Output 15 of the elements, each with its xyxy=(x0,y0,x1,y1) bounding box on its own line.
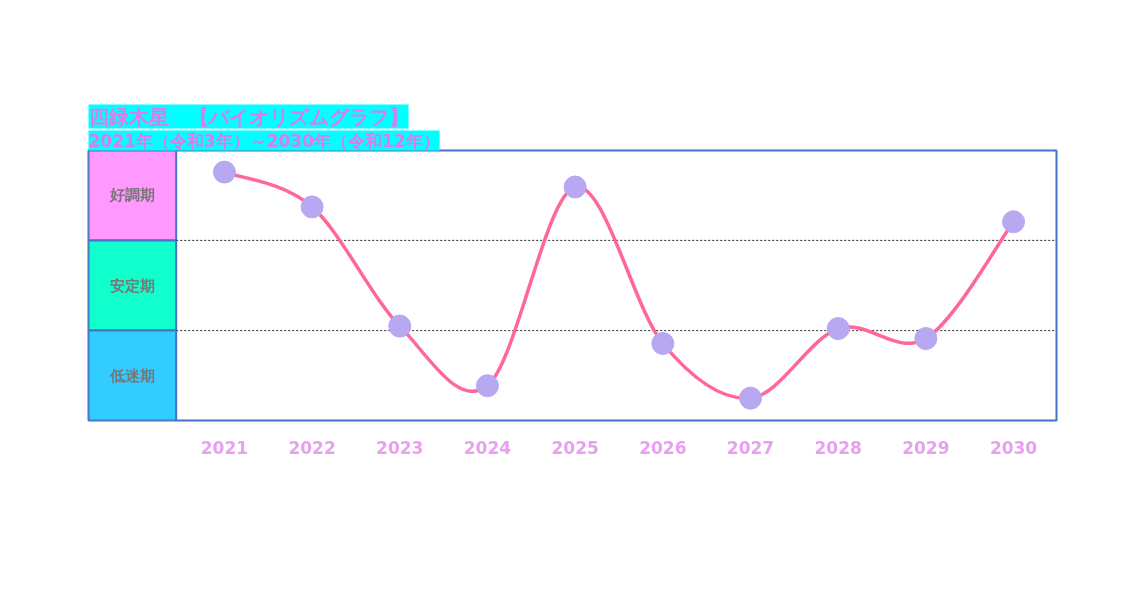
chart-title: 四緑木星 【バイオリズムグラフ】 xyxy=(88,104,409,129)
x-tick-label: 2026 xyxy=(639,437,687,458)
band-label: 好調期 xyxy=(108,186,155,205)
x-tick-label: 2028 xyxy=(814,437,862,458)
x-tick-label: 2025 xyxy=(551,437,599,458)
band-label: 低迷期 xyxy=(108,366,155,385)
chart-subtitle: 2021年（令和3年）～2030年（令和12年） xyxy=(88,130,440,151)
x-tick-label: 2024 xyxy=(463,437,512,458)
band-label: 安定期 xyxy=(109,276,155,295)
x-tick-label: 2021 xyxy=(200,437,249,458)
x-tick-label: 2030 xyxy=(989,437,1038,458)
x-tick-label: 2022 xyxy=(288,437,336,458)
x-tick-label: 2023 xyxy=(376,437,424,458)
x-tick-label: 2029 xyxy=(902,437,950,458)
x-tick-label: 2027 xyxy=(726,437,775,458)
